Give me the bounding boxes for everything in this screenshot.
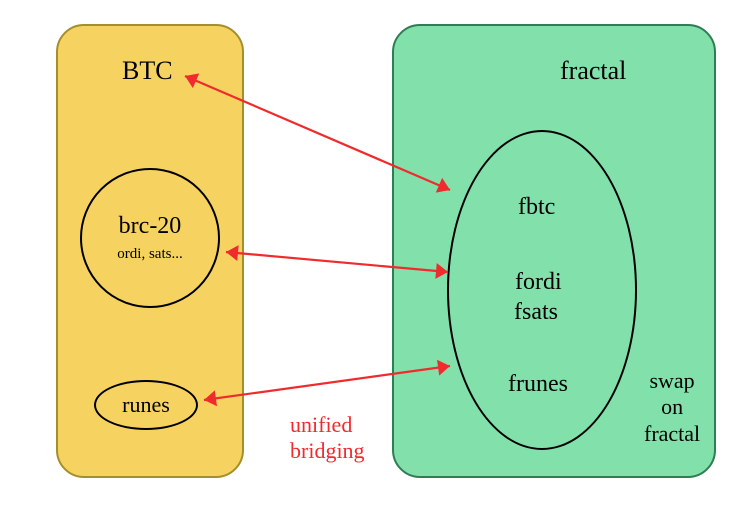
unified-bridging-label: unifiedbridging (290, 412, 365, 465)
runes-label: runes (122, 392, 170, 418)
swap-label: swaponfractal (644, 368, 700, 447)
fractal-item-frunes: frunes (508, 370, 568, 399)
right-panel-title: fractal (560, 55, 626, 86)
brc20-circle: brc-20 ordi, sats... (80, 168, 220, 308)
runes-ellipse: runes (94, 380, 198, 430)
diagram-stage: BTC brc-20 ordi, sats... runes fractal f… (0, 0, 750, 507)
fractal-item-fordi: fordi (515, 268, 562, 297)
left-panel-title: BTC (122, 55, 173, 86)
fractal-item-fbtc: fbtc (518, 193, 555, 222)
fractal-item-fsats: fsats (514, 298, 558, 327)
brc20-subtitle: ordi, sats... (117, 246, 182, 263)
brc20-title: brc-20 (119, 213, 182, 240)
